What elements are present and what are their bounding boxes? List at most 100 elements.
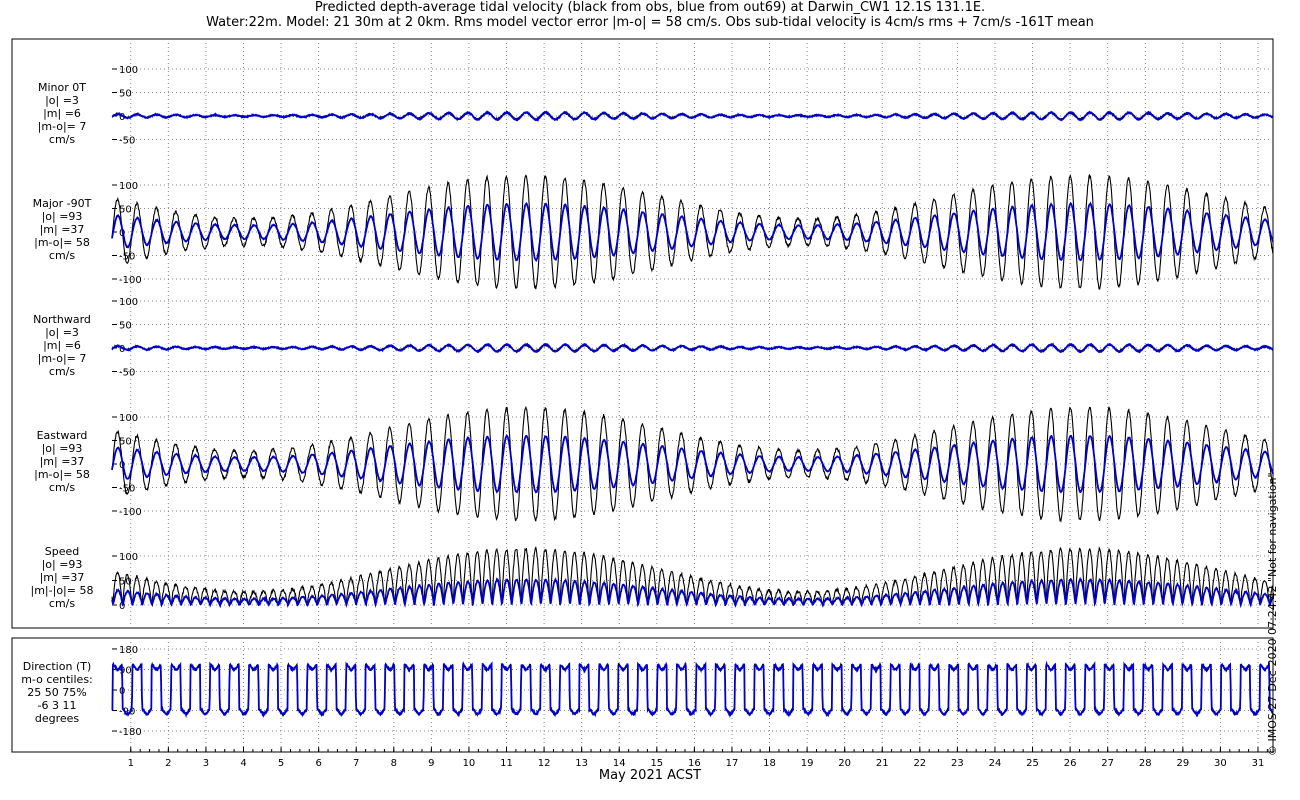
x-tick-label: 29 <box>1176 758 1189 769</box>
y-tick-label-direction: 180 <box>119 645 138 656</box>
model-line-major <box>111 201 1274 262</box>
panel-label-minor: |m-o|= 7 <box>38 120 87 133</box>
panel-label-minor: |o| =3 <box>45 94 79 107</box>
y-tick-label-major: 100 <box>119 181 138 192</box>
panel-label-east: cm/s <box>49 481 75 494</box>
x-tick-label: 9 <box>428 758 434 769</box>
chart-title-line2: Water:22m. Model: 21 30m at 2 0km. Rms m… <box>206 15 1094 30</box>
upper-plot-frame <box>11 38 1274 629</box>
y-tick-label-east: 50 <box>119 437 132 448</box>
x-tick-label: 5 <box>278 758 284 769</box>
x-tick-label: 8 <box>391 758 397 769</box>
panel-label-speed: cm/s <box>49 597 75 610</box>
x-tick-label: 30 <box>1214 758 1227 769</box>
model-line-speed <box>111 576 1274 609</box>
x-axis-label: May 2021 ACST <box>598 768 702 783</box>
direction-plot-frame <box>11 637 1274 753</box>
x-tick-label: 19 <box>801 758 814 769</box>
y-tick-label-north: 0 <box>119 344 125 355</box>
panel-label-north: |m| =6 <box>43 339 81 352</box>
panel-label-direction: degrees <box>35 712 80 725</box>
x-tick-label: 15 <box>650 758 663 769</box>
panel-label-east: |m| =37 <box>40 455 85 468</box>
x-tick-label: 12 <box>538 758 551 769</box>
obs-line-major <box>111 173 1274 290</box>
y-tick-label-major: 50 <box>119 205 132 216</box>
x-tick-label: 20 <box>838 758 851 769</box>
y-tick-label-direction: -90 <box>119 707 135 718</box>
panel-label-speed: Speed <box>45 545 79 558</box>
x-tick-label: 2 <box>165 758 171 769</box>
y-tick-label-north: 100 <box>119 297 138 308</box>
panel-label-east: |m-o|= 58 <box>34 468 90 481</box>
panel-label-major: cm/s <box>49 249 75 262</box>
x-tick-label: 27 <box>1101 758 1114 769</box>
obs-line-speed <box>111 546 1274 608</box>
x-tick-label: 31 <box>1252 758 1265 769</box>
panel-label-minor: Minor 0T <box>38 81 86 94</box>
x-tick-label: 14 <box>613 758 626 769</box>
x-tick-label: 21 <box>876 758 889 769</box>
panel-label-north: cm/s <box>49 365 75 378</box>
model-line-east <box>111 433 1274 494</box>
x-tick-label: 6 <box>315 758 321 769</box>
y-tick-label-north: -50 <box>119 368 135 379</box>
x-tick-label: 28 <box>1139 758 1152 769</box>
x-tick-label: 4 <box>240 758 246 769</box>
panel-label-major: |m-o|= 58 <box>34 236 90 249</box>
x-tick-label: 25 <box>1026 758 1039 769</box>
x-tick-label: 26 <box>1064 758 1077 769</box>
y-tick-label-direction: -180 <box>119 727 142 738</box>
x-tick-label: 18 <box>763 758 776 769</box>
panel-label-direction: Direction (T) <box>23 660 92 673</box>
y-tick-label-major: -100 <box>119 275 142 286</box>
chart-title-line1: Predicted depth-average tidal velocity (… <box>314 0 986 15</box>
y-tick-label-minor: 0 <box>119 112 125 123</box>
x-tick-label: 13 <box>575 758 588 769</box>
obs-line-east <box>111 405 1274 524</box>
y-tick-label-major: -50 <box>119 252 135 263</box>
panel-label-direction: 25 50 75% <box>27 686 86 699</box>
x-tick-label: 16 <box>688 758 701 769</box>
copyright-note: © IMOS 27-Dec-2020 07:24:42 "Not for nav… <box>1266 472 1279 756</box>
y-tick-label-minor: -50 <box>119 136 135 147</box>
model-line-direction <box>111 660 1274 719</box>
x-tick-label: 24 <box>989 758 1002 769</box>
panel-label-direction: -6 3 11 <box>38 699 77 712</box>
y-tick-label-east: -100 <box>119 507 142 518</box>
panel-label-east: Eastward <box>37 429 88 442</box>
panel-label-major: |o| =93 <box>42 210 83 223</box>
y-tick-label-minor: 50 <box>119 89 132 100</box>
panel-label-speed: |m| =37 <box>40 571 85 584</box>
panel-label-minor: cm/s <box>49 133 75 146</box>
y-tick-label-north: 50 <box>119 321 132 332</box>
x-tick-label: 17 <box>726 758 739 769</box>
y-tick-label-direction: 90 <box>119 665 132 676</box>
x-tick-label: 23 <box>951 758 964 769</box>
panel-label-north: |m-o|= 7 <box>38 352 87 365</box>
panel-label-speed: |m|-|o|= 58 <box>31 584 94 597</box>
panel-label-minor: |m| =6 <box>43 107 81 120</box>
x-tick-label: 22 <box>913 758 926 769</box>
panel-label-direction: m-o centiles: <box>21 673 93 686</box>
panel-label-north: Northward <box>33 313 91 326</box>
x-tick-label: 7 <box>353 758 359 769</box>
panel-label-speed: |o| =93 <box>42 558 83 571</box>
x-tick-label: 11 <box>500 758 513 769</box>
x-tick-label: 10 <box>463 758 476 769</box>
y-tick-label-minor: 100 <box>119 65 138 76</box>
model-line-minor <box>111 110 1274 122</box>
y-tick-label-east: -50 <box>119 484 135 495</box>
y-tick-label-speed: 0 <box>119 601 125 612</box>
y-tick-label-east: 100 <box>119 413 138 424</box>
panel-label-north: |o| =3 <box>45 326 79 339</box>
x-tick-label: 1 <box>128 758 134 769</box>
y-tick-label-speed: 100 <box>119 552 138 563</box>
panel-label-major: |m| =37 <box>40 223 85 236</box>
x-tick-label: 3 <box>203 758 209 769</box>
obs-line-direction <box>111 661 1274 718</box>
model-line-north <box>111 342 1274 354</box>
panel-label-major: Major -90T <box>33 197 92 210</box>
panel-label-east: |o| =93 <box>42 442 83 455</box>
